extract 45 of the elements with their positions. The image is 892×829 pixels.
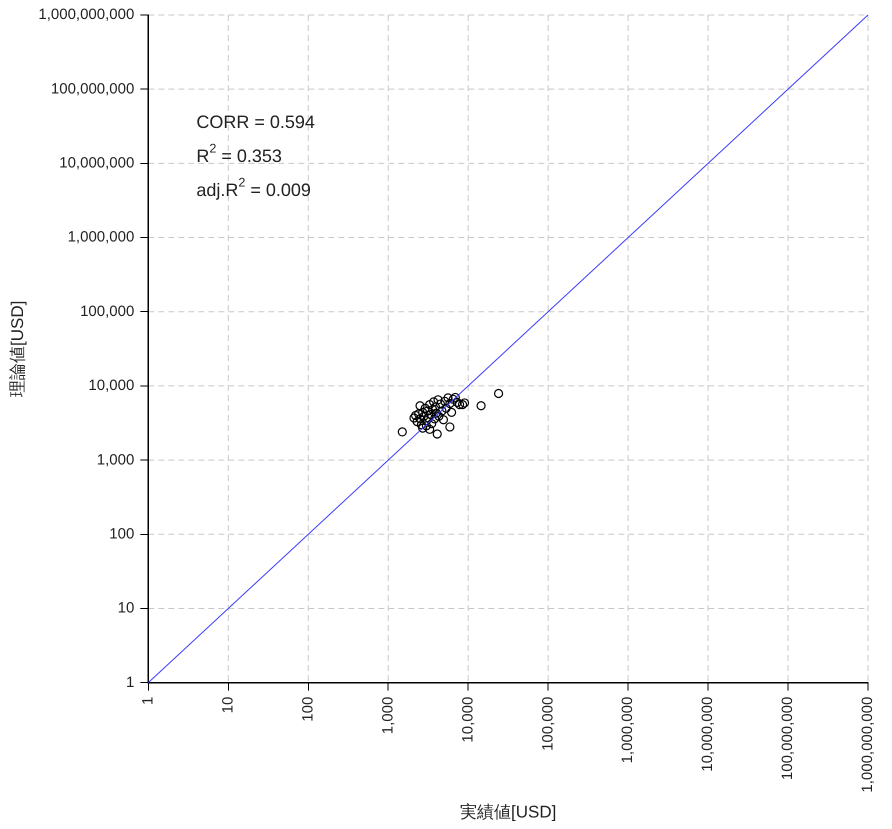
- point: [418, 424, 428, 433]
- annotation: CORR = 0.594: [196, 112, 315, 132]
- x-axis-title: 実績値[USD]: [460, 802, 556, 822]
- point: [432, 408, 441, 418]
- point: [412, 417, 422, 426]
- y-tick-label: 1,000,000,000: [38, 6, 134, 24]
- x-tick-label: 100,000,000: [779, 696, 796, 780]
- y-tick-label: 1,000: [96, 451, 134, 468]
- x-tick-label: 1,000: [379, 696, 396, 734]
- y-tick-label: 10,000: [88, 377, 134, 394]
- point: [430, 402, 440, 412]
- point: [433, 395, 443, 404]
- x-tick-label: 1: [139, 696, 156, 706]
- point: [427, 419, 436, 428]
- y-tick-label: 1,000,000: [68, 228, 134, 246]
- point: [415, 401, 425, 410]
- x-tick-label: 10: [219, 696, 236, 714]
- point: [416, 420, 426, 430]
- x-tick-label: 100: [299, 696, 316, 722]
- x-tick-label: 1,000,000,000: [859, 696, 876, 793]
- point: [425, 400, 434, 410]
- point: [411, 410, 420, 420]
- y-tick-label: 1: [126, 674, 134, 691]
- y-axis-title: 理論値[USD]: [8, 300, 27, 398]
- point: [436, 399, 446, 409]
- x-tick-label: 100,000: [539, 696, 556, 751]
- point: [434, 412, 444, 421]
- y-tick-label: 10,000,000: [59, 154, 134, 172]
- x-tick-label: 10,000,000: [699, 696, 716, 772]
- point: [422, 421, 431, 430]
- point: [409, 413, 419, 423]
- point: [430, 414, 440, 424]
- point: [437, 406, 447, 416]
- y-tick-label: 10: [118, 600, 134, 617]
- point: [420, 404, 430, 413]
- x-tick-label: 10,000: [459, 696, 476, 743]
- y-tick-label: 100,000: [80, 302, 134, 320]
- point: [414, 409, 424, 418]
- point: [429, 397, 438, 406]
- point: [438, 415, 448, 424]
- y-tick-label: 100,000,000: [50, 80, 134, 98]
- point: [422, 406, 432, 416]
- point: [440, 396, 450, 406]
- x-tick-label: 1,000,000: [619, 696, 636, 764]
- y-tick-label: 100: [109, 525, 134, 542]
